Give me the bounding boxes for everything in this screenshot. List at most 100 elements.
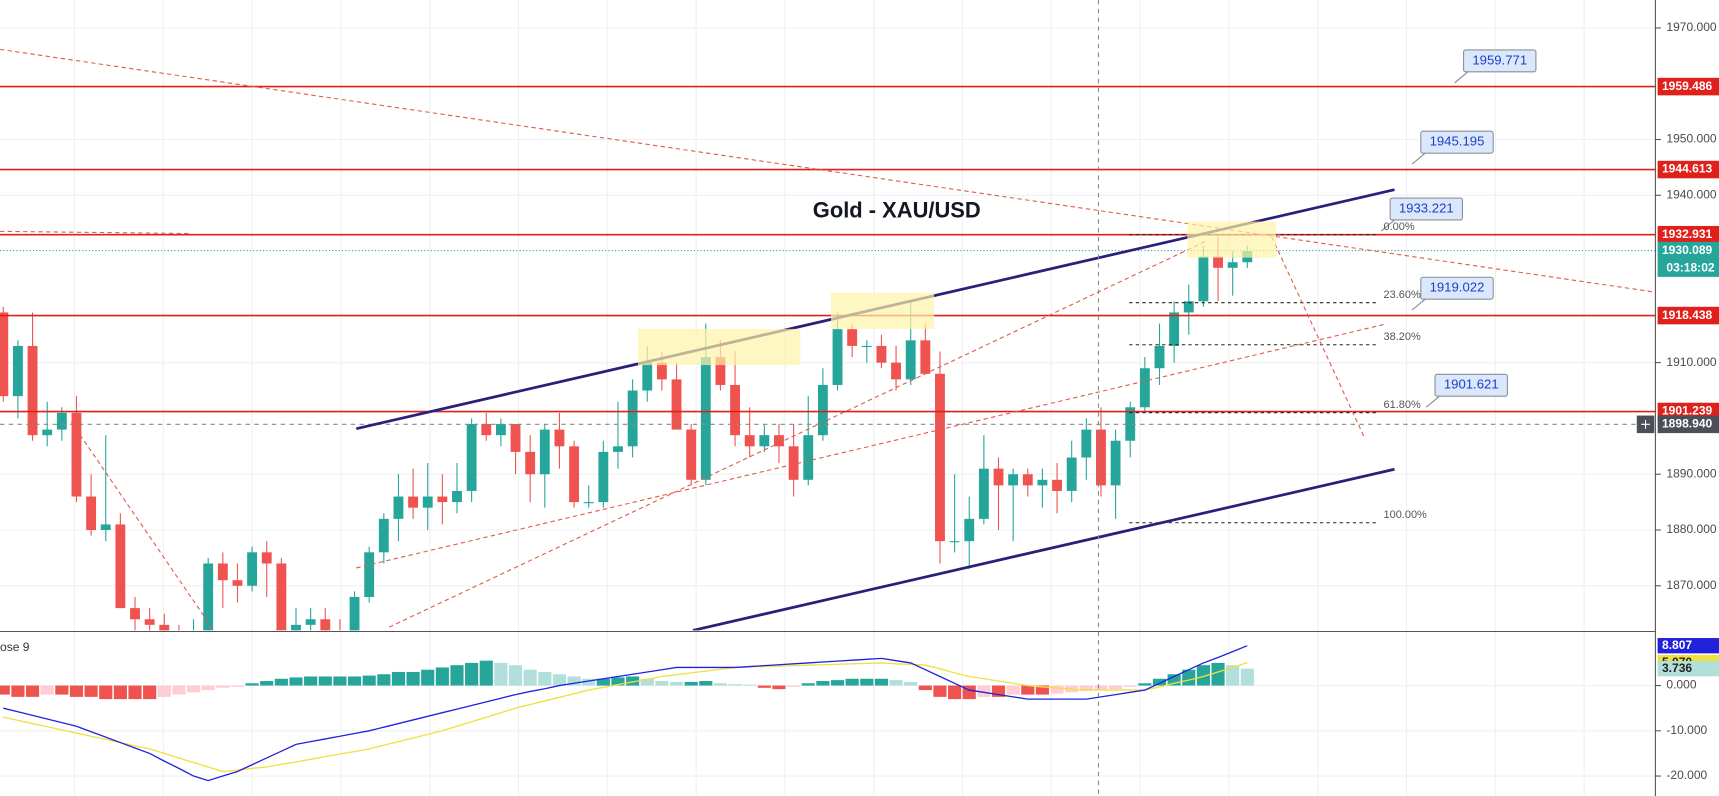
candle-body	[1081, 429, 1092, 458]
fib-label: 61.80%	[1384, 399, 1421, 411]
callout-label: 1945.195	[1430, 134, 1485, 149]
histogram-bar	[11, 685, 25, 697]
candle-body	[598, 451, 609, 503]
candle-body	[569, 446, 580, 503]
callout-box	[1463, 49, 1537, 73]
histogram-bar	[1240, 668, 1254, 686]
level-tag	[1657, 160, 1719, 179]
candle-body	[437, 496, 448, 503]
histogram-bar	[669, 681, 684, 686]
histogram-bar	[494, 662, 508, 686]
histogram-bar	[640, 678, 654, 686]
y-tick-label: 1910.000	[1666, 355, 1717, 369]
candle-body	[56, 412, 67, 430]
candle-body	[656, 362, 667, 380]
histogram-bar	[1109, 685, 1123, 690]
candle-body	[671, 379, 682, 430]
callout-box	[1434, 373, 1508, 397]
y-tick-label: 1880.000	[1666, 522, 1717, 536]
crosshair-tag	[1657, 415, 1719, 434]
histogram-bar	[1050, 685, 1064, 694]
crosshair-label: 1898.940	[1662, 417, 1713, 431]
callout-label: 1901.621	[1444, 377, 1499, 392]
histogram-bar	[801, 683, 815, 686]
candle-body	[217, 563, 228, 581]
candle-body	[349, 596, 360, 631]
histogram-bar	[948, 685, 962, 700]
candle-body	[232, 580, 243, 586]
histogram-bar	[1021, 685, 1035, 695]
candle-body	[715, 357, 726, 385]
histogram-bar	[1123, 685, 1137, 687]
callout-leader	[1411, 152, 1426, 165]
candle-body	[891, 362, 901, 380]
candle-body	[583, 502, 594, 504]
fib-label: 38.20%	[1384, 331, 1421, 343]
trend-line	[388, 240, 1207, 628]
price-pane	[0, 27, 1656, 631]
histogram-bar	[347, 676, 362, 686]
level-tag-label: 1901.239	[1662, 404, 1713, 418]
projection	[1271, 236, 1366, 439]
histogram-bar	[99, 685, 113, 700]
candle-body	[1169, 312, 1180, 346]
candle-body	[422, 496, 433, 508]
candle-body	[203, 563, 214, 631]
histogram-bar	[1211, 662, 1225, 686]
histogram-bar	[0, 685, 10, 695]
candle-body	[305, 619, 316, 625]
histogram-bar	[1226, 665, 1240, 686]
histogram-bar	[274, 678, 288, 686]
candle-body	[1052, 479, 1062, 491]
candle-body	[935, 373, 945, 542]
candle-body	[0, 312, 9, 397]
histogram-bar	[757, 685, 771, 688]
candle-body	[847, 329, 858, 346]
histogram-bar	[991, 685, 1006, 697]
histogram-bar	[55, 685, 69, 695]
y-tick-label: -20.000	[1666, 768, 1707, 782]
candle-body	[12, 345, 23, 397]
histogram-bar	[552, 674, 567, 686]
candle-body	[861, 345, 872, 348]
candle-body	[261, 552, 272, 564]
level-tag-label: 1959.486	[1662, 79, 1713, 93]
candle-body	[452, 490, 462, 503]
indicator-tag-label: 3.736	[1662, 661, 1692, 675]
histogram-bar	[157, 685, 171, 697]
candle-body	[276, 563, 287, 631]
candle-body	[86, 496, 97, 531]
histogram-bar	[318, 676, 332, 686]
level-tag-label: 1932.931	[1662, 227, 1713, 241]
highlight-zone	[1187, 221, 1277, 258]
callout-label: 1919.022	[1430, 280, 1485, 295]
histogram-bar	[699, 681, 713, 686]
histogram-bar	[582, 678, 596, 686]
callout-box	[1420, 276, 1494, 300]
candle-body	[905, 340, 916, 380]
candle-body	[71, 412, 82, 497]
candle-body	[1198, 256, 1209, 302]
histogram-bar	[479, 660, 493, 686]
candle-body	[978, 468, 989, 519]
histogram-bar	[304, 676, 318, 686]
histogram-bar	[1196, 665, 1210, 686]
callout-label: 1959.771	[1472, 52, 1527, 67]
channel-bottom	[692, 467, 1395, 631]
candle-body	[1183, 301, 1194, 313]
histogram-bar	[508, 665, 523, 686]
candle-body	[525, 451, 536, 475]
histogram-bar	[391, 671, 406, 686]
histogram-bar	[1079, 685, 1093, 691]
histogram-bar	[406, 671, 420, 686]
candle-body	[788, 446, 799, 480]
fib-label: 23.60%	[1384, 289, 1421, 301]
candle-body	[100, 524, 111, 531]
histogram-bar	[596, 678, 610, 686]
trend-line	[0, 230, 192, 235]
crosshair-plus	[1641, 419, 1650, 429]
histogram-bar	[933, 685, 947, 697]
callout-label: 1933.221	[1399, 200, 1454, 215]
candle-body	[42, 429, 53, 436]
candle-body	[495, 424, 506, 436]
